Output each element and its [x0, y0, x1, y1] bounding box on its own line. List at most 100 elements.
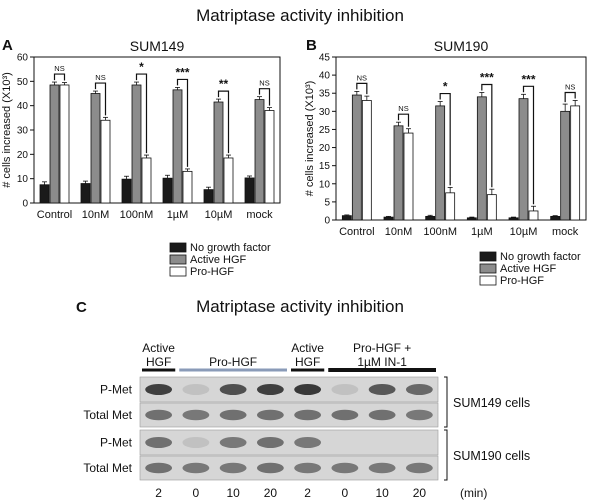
panel-label-a: A: [2, 37, 13, 54]
blot-band: [256, 384, 284, 395]
bar-active-hgf: [476, 96, 487, 221]
y-axis-label: # cells increased (X10³): [1, 72, 13, 188]
x-tick-label: mock: [246, 209, 273, 221]
time-point-label: 10: [226, 486, 240, 500]
blot-band: [219, 462, 247, 474]
bar-no-growth-factor: [466, 217, 477, 221]
y-tick-label: 35: [319, 89, 331, 100]
legend-label-pro-hgf: Pro-HGF: [500, 275, 544, 287]
blot-band: [219, 384, 247, 395]
legend-swatch-no-growth-factor: [169, 242, 187, 253]
y-tick-label: 40: [319, 71, 331, 82]
blot-band: [219, 437, 247, 448]
bar-no-growth-factor: [425, 215, 436, 221]
significance-bracket: [176, 78, 189, 167]
blot-band: [331, 384, 359, 395]
y-tick-label: 15: [319, 161, 331, 172]
bar-pro-hgf: [528, 210, 539, 221]
significance-bracket: [439, 92, 451, 186]
y-tick-label: 30: [17, 126, 29, 137]
significance-label: *: [139, 60, 144, 74]
bar-pro-hgf: [223, 157, 234, 204]
x-tick-label: 1µM: [471, 226, 493, 238]
time-point-label: 2: [155, 486, 162, 500]
cell-line-bracket: [444, 376, 448, 428]
bar-pro-hgf: [403, 132, 414, 221]
significance-label: NS: [565, 82, 575, 91]
y-tick-label: 10: [17, 174, 29, 185]
time-point-label: 20: [413, 486, 427, 500]
lane-group-label: HGF: [146, 355, 171, 369]
bar-no-growth-factor: [80, 183, 91, 204]
plot-frame: [33, 56, 281, 204]
blot-band: [256, 409, 284, 421]
significance-label: ***: [175, 65, 189, 79]
legend-label-no-growth-factor: No growth factor: [190, 242, 271, 254]
blot-band: [368, 384, 396, 395]
bar-active-hgf: [435, 105, 446, 221]
x-tick-label: 10nM: [82, 209, 110, 221]
bar-pro-hgf: [361, 100, 372, 221]
significance-label: NS: [398, 104, 408, 113]
x-tick-label: 10µM: [205, 209, 233, 221]
y-tick-label: 0: [324, 216, 330, 227]
significance-bracket: [356, 82, 368, 95]
bar-no-growth-factor: [244, 177, 255, 204]
panel-label-c: C: [76, 299, 87, 316]
y-tick-label: 25: [319, 125, 331, 136]
x-tick-label: 100nM: [120, 209, 154, 221]
time-point-label: 0: [342, 486, 349, 500]
significance-label: *: [443, 80, 448, 94]
blot-band: [294, 462, 322, 474]
y-tick-label: 30: [319, 107, 331, 118]
blot-band: [145, 462, 173, 474]
chart-title: SUM149: [130, 38, 185, 54]
legend-swatch-pro-hgf: [479, 275, 497, 286]
bar-no-growth-factor: [39, 184, 50, 204]
lane-group-label: Active: [291, 341, 324, 355]
y-tick-label: 10: [319, 179, 331, 190]
bar-active-hgf: [351, 94, 362, 221]
blot-band: [405, 409, 433, 421]
cell-line-label: SUM149 cells: [453, 396, 530, 410]
blot-band: [368, 409, 396, 421]
chart-panel-a: SUM149 0 10 20 30 40 50 60 # cells increased (X1…: [1, 38, 281, 278]
bar-pro-hgf: [59, 84, 70, 204]
blot-band: [368, 462, 396, 474]
y-tick-label: 50: [17, 77, 29, 88]
lane-group-label: HGF: [295, 355, 320, 369]
significance-label: NS: [54, 64, 64, 73]
plot-frame: [335, 56, 587, 221]
bar-active-hgf: [172, 89, 183, 204]
time-point-label: 2: [304, 486, 311, 500]
panel-label-b: B: [306, 37, 317, 54]
lane-group-label: Active: [142, 341, 175, 355]
bar-no-growth-factor: [550, 215, 561, 221]
bar-no-growth-factor: [121, 178, 132, 204]
blot-band: [294, 437, 322, 448]
legend-label-active-hgf: Active HGF: [500, 263, 557, 275]
y-tick-label: 5: [324, 197, 330, 208]
blot-band: [145, 437, 173, 448]
blot-band: [331, 409, 359, 421]
bottom-figure-title: Matriptase activity inhibition: [196, 297, 404, 316]
top-figure-title: Matriptase activity inhibition: [196, 6, 404, 25]
x-tick-label: mock: [552, 226, 579, 238]
blot-row-label: Total Met: [83, 408, 132, 422]
x-tick-label: 1µM: [167, 209, 189, 221]
x-tick-label: 100nM: [423, 226, 457, 238]
blot-band: [145, 384, 173, 395]
blot-band: [182, 409, 210, 421]
blot-band: [405, 462, 433, 474]
y-tick-label: 45: [319, 53, 331, 64]
y-tick-label: 40: [17, 101, 29, 112]
bar-active-hgf: [90, 93, 101, 204]
bar-active-hgf: [393, 125, 404, 221]
bar-pro-hgf: [445, 192, 456, 221]
significance-label: **: [219, 77, 229, 91]
y-tick-label: 0: [22, 199, 28, 210]
blot-band: [405, 384, 433, 395]
blot-band: [145, 409, 173, 421]
blot-band: [182, 462, 210, 474]
